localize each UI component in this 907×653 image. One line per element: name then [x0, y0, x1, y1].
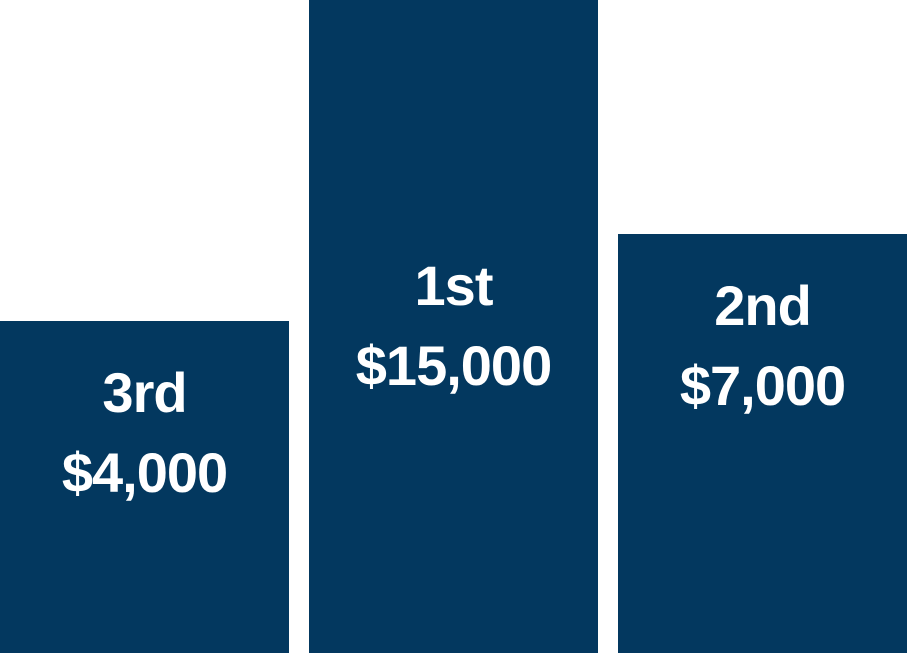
podium-bar-1st: 1st $15,000 — [309, 0, 598, 653]
podium-bar-3rd: 3rd $4,000 — [0, 321, 289, 653]
prize-amount-label: $15,000 — [355, 334, 552, 397]
prize-amount-label: $7,000 — [679, 354, 846, 417]
podium-bar-2nd: 2nd $7,000 — [618, 234, 907, 653]
place-label: 1st — [414, 254, 494, 317]
place-label: 3rd — [102, 361, 187, 424]
place-label: 2nd — [714, 274, 812, 337]
prize-amount-label: $4,000 — [61, 441, 228, 504]
